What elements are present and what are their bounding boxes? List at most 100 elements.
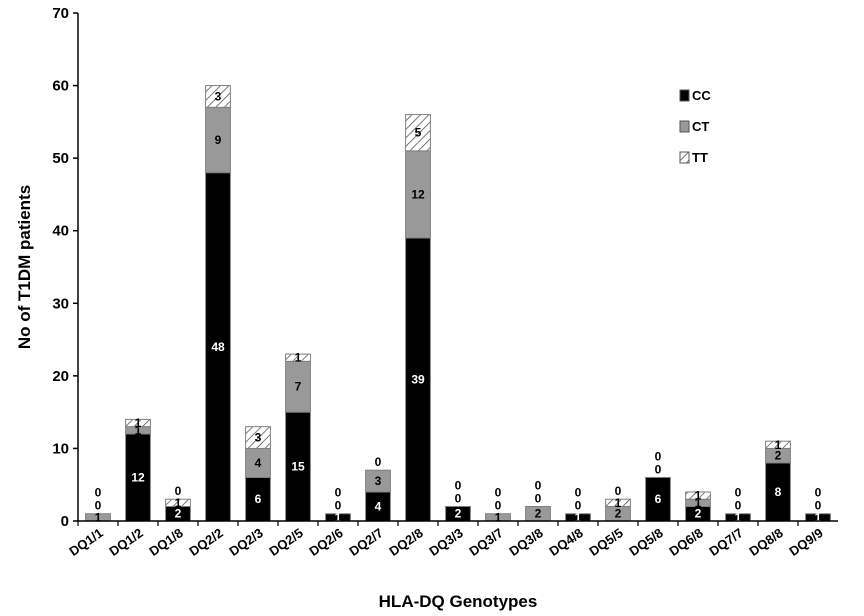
data-label: 3 bbox=[215, 89, 222, 103]
data-label: 2 bbox=[695, 507, 702, 521]
data-label: 0 bbox=[175, 484, 182, 498]
data-label: 0 bbox=[495, 486, 502, 500]
data-label: 0 bbox=[95, 499, 102, 513]
data-label: 0 bbox=[575, 486, 582, 500]
data-label: 0 bbox=[335, 499, 342, 513]
y-tick-label: 20 bbox=[52, 368, 69, 385]
data-label: 0 bbox=[335, 486, 342, 500]
y-tick-label: 60 bbox=[52, 78, 69, 95]
x-category-label: DQ8/8 bbox=[746, 525, 785, 559]
bar-segment-cc bbox=[645, 476, 671, 522]
bar-segment-tt bbox=[605, 498, 631, 507]
data-label: 0 bbox=[815, 499, 822, 513]
legend-swatch-tt bbox=[679, 151, 690, 164]
data-label: 1 bbox=[135, 416, 142, 430]
data-label: 1 bbox=[135, 423, 142, 437]
data-label: 1 bbox=[495, 510, 502, 524]
data-label: 0 bbox=[815, 486, 822, 500]
y-tick-label: 50 bbox=[52, 150, 69, 167]
data-label: 1 bbox=[735, 510, 742, 524]
x-category-label: DQ6/8 bbox=[666, 525, 705, 559]
bar-segment-tt bbox=[765, 440, 791, 449]
data-label: 2 bbox=[455, 507, 462, 521]
data-label: 0 bbox=[575, 499, 582, 513]
data-label: 0 bbox=[455, 491, 462, 505]
plot-area: 1001211210489364315711004303912520010020… bbox=[85, 85, 831, 524]
data-label: 8 bbox=[775, 485, 782, 499]
data-label: 1 bbox=[775, 438, 782, 452]
data-label: 12 bbox=[411, 187, 425, 201]
data-label: 1 bbox=[615, 496, 622, 510]
data-label: 12 bbox=[131, 470, 145, 484]
x-category-label: DQ2/5 bbox=[266, 525, 305, 559]
y-tick-label: 10 bbox=[52, 440, 69, 457]
data-label: 0 bbox=[95, 486, 102, 500]
bar-segment-tt bbox=[685, 491, 711, 500]
y-tick-label: 0 bbox=[61, 513, 69, 530]
bar-segment-cc bbox=[205, 172, 231, 522]
x-category-label: DQ3/7 bbox=[466, 525, 505, 559]
data-label: 7 bbox=[295, 380, 302, 394]
data-label: 1 bbox=[575, 510, 582, 524]
y-tick-label: 30 bbox=[52, 295, 69, 312]
data-label: 5 bbox=[415, 126, 422, 140]
x-axis: DQ1/1 DQ1/2 DQ1/8 DQ2/2 DQ2/3 DQ2/5 DQ2/6 DQ2/7… bbox=[66, 520, 838, 559]
bar-segment-cc bbox=[765, 462, 791, 522]
bar-segment-cc bbox=[405, 237, 431, 522]
data-label: 0 bbox=[655, 462, 662, 476]
bar-segment-ct bbox=[245, 447, 271, 478]
data-label: 1 bbox=[695, 489, 702, 503]
x-category-label: DQ1/1 bbox=[66, 525, 105, 559]
legend-label: CT bbox=[692, 119, 709, 134]
bar-segment-cc bbox=[125, 433, 151, 522]
data-label: 0 bbox=[735, 486, 742, 500]
data-label: 2 bbox=[775, 449, 782, 463]
x-category-label: DQ4/8 bbox=[546, 525, 585, 559]
legend-swatch-ct bbox=[679, 120, 690, 133]
legend-label: TT bbox=[692, 150, 708, 165]
bar-segment-cc bbox=[365, 491, 391, 522]
data-label: 0 bbox=[455, 478, 462, 492]
data-label: 6 bbox=[655, 492, 662, 506]
bar-segment-ct bbox=[365, 469, 391, 493]
data-label: 3 bbox=[375, 474, 382, 488]
x-category-label: DQ9/9 bbox=[786, 525, 825, 559]
x-category-label: DQ5/8 bbox=[626, 525, 665, 559]
data-label: 1 bbox=[295, 351, 302, 365]
bar-segment-cc bbox=[285, 411, 311, 522]
data-label: 1 bbox=[175, 496, 182, 510]
bar-segment-tt bbox=[205, 85, 231, 108]
x-category-label: DQ1/8 bbox=[146, 525, 185, 559]
y-axis-title: No of T1DM patients bbox=[15, 185, 34, 349]
data-label: 6 bbox=[255, 492, 262, 506]
x-category-label: DQ1/2 bbox=[106, 525, 145, 559]
data-label: 2 bbox=[615, 507, 622, 521]
data-label: 0 bbox=[535, 478, 542, 492]
data-label: 4 bbox=[255, 456, 262, 470]
data-label: 1 bbox=[815, 510, 822, 524]
x-category-label: DQ3/3 bbox=[426, 525, 465, 559]
data-label: 1 bbox=[335, 510, 342, 524]
data-label: 0 bbox=[655, 449, 662, 463]
y-tick-label: 40 bbox=[52, 223, 69, 240]
legend: CC CT TT bbox=[679, 88, 711, 165]
data-label: 4 bbox=[375, 499, 382, 513]
x-category-label: DQ7/7 bbox=[706, 525, 745, 559]
data-label: 2 bbox=[535, 507, 542, 521]
data-label: 2 bbox=[175, 507, 182, 521]
data-label: 0 bbox=[735, 499, 742, 513]
legend-label: CC bbox=[692, 88, 711, 103]
data-label: 0 bbox=[375, 455, 382, 469]
bar-segment-ct bbox=[405, 150, 431, 239]
bar-segment-cc bbox=[245, 476, 271, 522]
data-label: 48 bbox=[211, 340, 225, 354]
data-label: 1 bbox=[695, 496, 702, 510]
bar-segment-tt bbox=[165, 498, 191, 507]
data-label: 15 bbox=[291, 460, 305, 474]
x-category-label: DQ3/8 bbox=[506, 525, 545, 559]
bar-segment-tt bbox=[125, 418, 151, 428]
data-label: 0 bbox=[615, 484, 622, 498]
x-axis-title: HLA-DQ Genotypes bbox=[379, 592, 538, 611]
y-axis: 0 10 20 30 40 50 60 70 bbox=[52, 5, 79, 530]
